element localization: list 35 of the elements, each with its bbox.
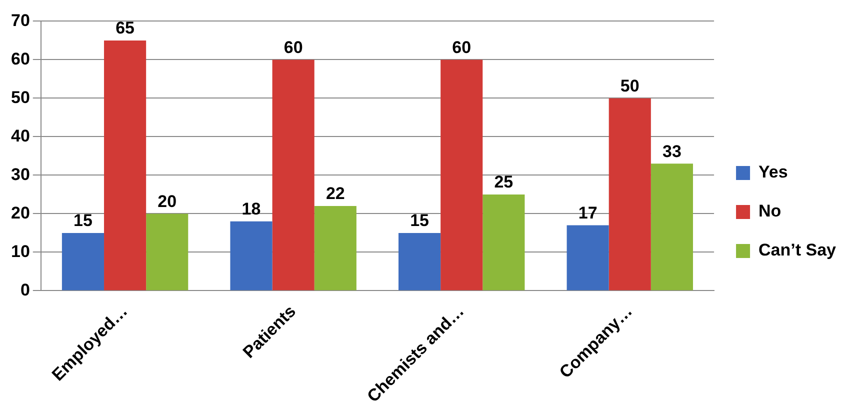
data-label: 15 [410,211,429,230]
bar [104,40,146,290]
bar [440,60,483,290]
data-label: 25 [494,172,514,192]
legend-label: Can’t Say [758,240,837,260]
y-tick-label: 30 [10,164,30,184]
bar [272,60,314,290]
y-tick-label: 60 [10,49,30,68]
bar [62,232,104,290]
y-tick-label: 20 [10,203,30,222]
legend-label: No [758,202,782,221]
bar [398,232,441,290]
data-label: 50 [620,76,640,96]
bar [482,194,525,290]
legend-label: Yes [758,162,788,182]
bar [566,225,609,290]
bar [146,214,188,290]
data-label: 20 [158,192,177,211]
bar [608,98,651,290]
data-label: 33 [662,142,682,161]
data-label: 22 [326,184,345,204]
bar [314,206,356,290]
y-tick-label: 70 [10,10,30,30]
data-label: 60 [452,38,472,57]
y-tick-label: 40 [10,126,30,146]
y-tick-label: 10 [10,242,30,261]
data-label: 60 [284,38,303,57]
bar [650,164,693,290]
data-label: 65 [116,18,135,38]
y-tick-label: 0 [20,280,30,300]
bar [230,221,272,290]
data-label: 18 [242,200,261,219]
y-tick-label: 50 [10,88,30,107]
data-label: 15 [74,211,92,230]
data-label: 17 [578,203,598,222]
